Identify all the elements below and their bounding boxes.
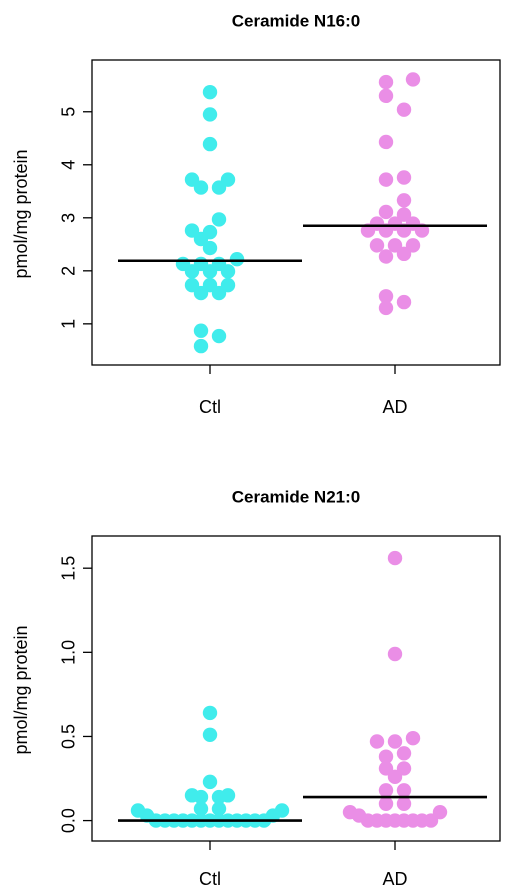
y-tick-label-1-0: 1 [59,319,79,329]
point-ctl-1-25 [211,328,227,344]
point-ad-1-23 [396,294,412,310]
y-axis-label-2: pmol/mg protein [11,625,31,754]
y-axis-label-1: pmol/mg protein [11,149,31,278]
plot-frame-1 [91,59,501,366]
point-ctl-1-8 [184,223,200,238]
y-tick-label-1-1: 2 [59,266,79,276]
point-ctl-1-26 [193,338,209,354]
point-ctl-1-2 [202,136,218,152]
chart-title-1: Ceramide N16:0 [232,11,361,30]
point-ctl-1-0 [202,84,218,100]
y-tick-label-1-3: 4 [59,160,79,170]
point-ad-1-5 [396,170,412,185]
point-ad-1-3 [396,102,412,117]
y-tick-label-2-1: 0.5 [59,724,79,749]
point-ctl-2-7 [193,801,209,817]
point-ad-1-8 [378,204,394,220]
x-tick-label-2-0: Ctl [199,869,221,889]
point-ctl-2-2 [202,774,218,790]
point-ctl-1-6 [211,180,227,195]
point-ad-1-7 [396,193,412,208]
point-ad-2-9 [387,769,403,785]
y-tick-label-1-2: 3 [59,213,79,223]
point-ctl-1-17 [202,264,218,279]
point-ad-2-10 [378,783,394,798]
point-ad-2-4 [387,734,403,749]
point-ad-1-4 [378,134,394,150]
point-ad-2-5 [396,746,412,761]
chart-title-2: Ceramide N21:0 [232,487,361,506]
point-ad-1-20 [378,249,394,264]
point-ctl-1-16 [184,264,200,279]
point-ctl-1-10 [193,231,209,247]
x-tick-label-1-1: AD [382,397,407,417]
point-ctl-1-24 [193,323,209,338]
plot-frame-2 [91,535,501,842]
point-ctl-1-11 [202,240,218,256]
point-ad-2-13 [396,796,412,811]
point-ad-2-7 [378,761,394,776]
point-ctl-1-1 [202,107,218,122]
point-ad-2-11 [396,783,412,798]
y-tick-label-1-4: 5 [59,107,79,117]
point-ctl-1-18 [220,264,236,279]
point-ad-1-9 [396,207,412,222]
point-ad-2-1 [387,646,403,662]
y-tick-label-2-2: 1.0 [59,640,79,665]
x-tick-label-1-0: Ctl [199,397,221,417]
point-ad-2-8 [396,761,412,776]
point-ad-1-24 [378,300,394,316]
point-ctl-2-8 [211,801,227,817]
point-ad-1-2 [378,88,394,104]
point-ad-2-15 [432,804,448,820]
point-ctl-2-1 [202,727,218,742]
point-ad-1-1 [378,74,394,90]
point-ad-1-18 [387,238,403,253]
point-ad-1-6 [378,172,394,187]
y-tick-label-2-0: 0.0 [59,808,79,833]
point-ad-1-21 [396,246,412,262]
point-ad-2-6 [378,749,394,764]
point-ctl-2-5 [193,789,209,805]
point-ad-1-22 [378,289,394,304]
point-ad-2-2 [405,730,421,746]
point-ad-2-24 [423,813,439,828]
point-ctl-1-7 [211,212,227,227]
point-ad-1-17 [369,238,385,253]
point-ad-1-0 [405,72,421,87]
point-ctl-2-0 [202,705,218,721]
point-ctl-2-6 [211,789,227,805]
point-ctl-1-12 [229,251,245,267]
point-ad-2-12 [378,796,394,811]
x-tick-label-2-1: AD [382,869,407,889]
point-ctl-1-22 [193,285,209,301]
y-tick-label-2-3: 1.5 [59,556,79,581]
point-ad-2-0 [387,550,403,566]
point-ad-2-3 [369,734,385,749]
point-ctl-1-23 [211,285,227,301]
point-ad-1-19 [405,238,421,253]
point-ctl-1-5 [193,180,209,195]
